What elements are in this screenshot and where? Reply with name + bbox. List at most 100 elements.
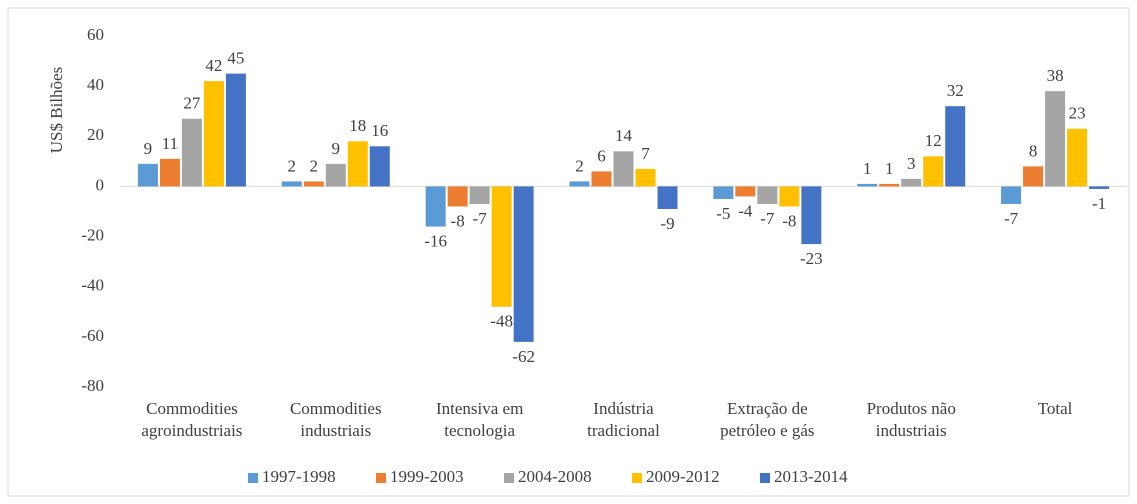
x-tick-label-line: Commodities	[146, 399, 238, 418]
bar	[225, 73, 246, 187]
data-label: 12	[925, 131, 942, 150]
x-tick-label: Total	[1038, 399, 1073, 418]
legend-swatch	[376, 473, 386, 483]
data-label: 2	[310, 156, 319, 175]
x-tick-label-line: agroindustriais	[141, 421, 242, 440]
bar	[281, 181, 302, 187]
bar	[137, 163, 158, 187]
data-label: -7	[760, 209, 775, 228]
bar	[347, 141, 368, 187]
bar	[779, 186, 800, 207]
data-label: -5	[716, 204, 730, 223]
data-label: -23	[800, 249, 823, 268]
x-tick-label-line: industriais	[300, 421, 371, 440]
data-label: -4	[738, 201, 753, 220]
data-label: 11	[162, 134, 178, 153]
bar	[447, 186, 468, 207]
data-label: 9	[332, 139, 341, 158]
data-label: 3	[907, 154, 916, 173]
legend-label: 2013-2014	[774, 467, 848, 486]
y-tick-label: 0	[96, 175, 105, 194]
bar	[1023, 166, 1044, 187]
legend-swatch	[760, 473, 770, 483]
bar	[735, 186, 756, 197]
bar	[901, 178, 922, 187]
x-tick-label: Commodities agroindustriais	[141, 399, 242, 440]
data-label: 2	[575, 156, 584, 175]
bar	[159, 158, 180, 187]
bar	[1067, 128, 1088, 187]
bar	[513, 186, 534, 342]
data-label: 1	[863, 159, 872, 178]
data-label: -16	[424, 231, 447, 250]
x-tick-label-line: Extração de	[727, 399, 808, 418]
y-tick-label: 20	[87, 125, 104, 144]
y-tick-label: 60	[87, 25, 104, 44]
y-tick-label: -60	[81, 326, 104, 345]
data-label: 32	[947, 81, 964, 100]
bar	[757, 186, 778, 204]
legend-swatch	[504, 473, 514, 483]
data-label: 18	[349, 116, 366, 135]
legend-label: 1997-1998	[262, 467, 336, 486]
bar	[425, 186, 446, 227]
x-tick-label: Commodities industriais	[290, 399, 382, 440]
bar	[325, 163, 346, 187]
bar	[635, 168, 656, 187]
bar	[1001, 186, 1022, 204]
x-tick-label: Intensiva em tecnologia	[436, 399, 523, 440]
data-label: 2	[288, 156, 297, 175]
data-label: 27	[183, 94, 201, 113]
data-label: -7	[1004, 209, 1019, 228]
data-label: -7	[473, 209, 488, 228]
legend-label: 1999-2003	[390, 467, 464, 486]
bar	[303, 181, 324, 187]
legend-label: 2009-2012	[646, 467, 720, 486]
data-label: 16	[371, 121, 388, 140]
x-tick-label: Indústria tradicional	[587, 399, 660, 440]
chart-border	[7, 7, 1130, 497]
data-label: -8	[782, 211, 796, 230]
x-tick-label: Extração de petróleo e gás	[720, 399, 814, 440]
x-tick-label: Produtos não industriais	[867, 399, 956, 440]
bar	[569, 181, 590, 187]
bar	[713, 186, 734, 199]
y-axis-label: US$ Bilhões	[47, 67, 66, 153]
bar	[879, 183, 900, 187]
data-label: 9	[144, 139, 153, 158]
x-tick-label-line: Intensiva em	[436, 399, 523, 418]
data-label: -8	[451, 211, 465, 230]
bar	[181, 118, 202, 187]
data-label: 38	[1047, 66, 1064, 85]
x-tick-label-line: Total	[1038, 399, 1073, 418]
y-tick-label: -40	[81, 276, 104, 295]
data-label: 45	[227, 49, 244, 68]
data-label: 6	[597, 146, 606, 165]
bar	[857, 183, 878, 187]
bar	[203, 81, 224, 187]
x-tick-label-line: tecnologia	[444, 421, 515, 440]
data-label: -1	[1092, 194, 1106, 213]
bar	[369, 146, 390, 187]
data-label: 1	[885, 159, 894, 178]
bar	[945, 106, 966, 187]
x-tick-label-line: Commodities	[290, 399, 382, 418]
legend-label: 2004-2008	[518, 467, 592, 486]
x-tick-label-line: Indústria	[593, 399, 654, 418]
legend-swatch	[248, 473, 258, 483]
bar	[591, 171, 612, 187]
bar	[613, 151, 634, 187]
data-label: 42	[205, 56, 222, 75]
bar	[469, 186, 490, 204]
data-label: -62	[512, 347, 535, 366]
data-label: 7	[641, 144, 650, 163]
bar	[1089, 186, 1110, 189]
x-tick-label-line: industriais	[876, 421, 947, 440]
bar	[491, 186, 512, 307]
legend-swatch	[632, 473, 642, 483]
data-label: -48	[490, 312, 513, 331]
bar	[1045, 91, 1066, 187]
y-tick-label: 40	[87, 75, 104, 94]
data-label: -9	[660, 214, 674, 233]
data-label: 8	[1029, 141, 1038, 160]
